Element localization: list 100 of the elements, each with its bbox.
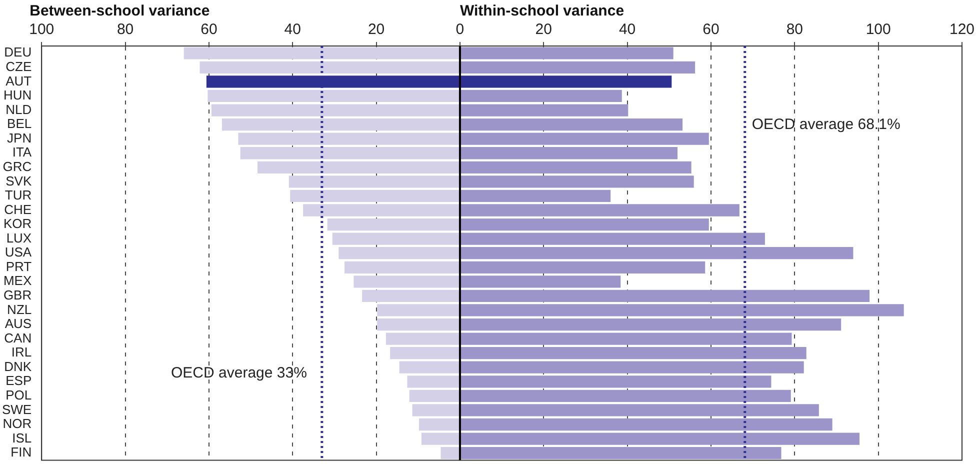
- y-tick-label: AUT: [6, 73, 32, 88]
- x-tick-label: 80: [116, 21, 134, 38]
- x-tick-label: 40: [618, 21, 636, 38]
- bar: [412, 404, 460, 416]
- bar: [200, 61, 460, 74]
- bar: [460, 47, 674, 60]
- bar: [460, 418, 832, 431]
- y-tick-label: HUN: [3, 88, 32, 103]
- bar: [211, 104, 460, 116]
- bar: [460, 147, 678, 160]
- bar: [460, 232, 765, 245]
- bar: [238, 132, 460, 145]
- ref-line-label: OECD average 33%: [171, 364, 307, 382]
- bar: [407, 376, 460, 388]
- y-tick-label: POL: [6, 388, 32, 403]
- bar: [460, 432, 860, 445]
- x-tick-label: 60: [702, 21, 720, 38]
- bar: [332, 232, 460, 245]
- y-tick-label: BEL: [7, 116, 32, 132]
- x-tick-label: 20: [368, 21, 385, 38]
- y-tick-label: TUR: [4, 188, 32, 203]
- x-tick-label: 120: [949, 21, 975, 38]
- bar: [460, 76, 672, 88]
- bar: [184, 47, 460, 60]
- x-tick-label: 80: [786, 21, 803, 38]
- bar: [409, 390, 460, 402]
- x-tick-label: 100: [29, 21, 54, 38]
- bar: [399, 361, 460, 374]
- y-tick-label: DNK: [4, 358, 32, 374]
- bar: [460, 161, 692, 174]
- bar: [460, 61, 696, 74]
- bar: [460, 332, 792, 345]
- y-tick-label: GRC: [2, 158, 32, 174]
- bar: [222, 118, 460, 131]
- y-tick-label: PRT: [6, 258, 32, 274]
- y-tick-label: NZL: [7, 302, 32, 317]
- y-tick-label: SWE: [2, 402, 32, 417]
- y-tick-label: LUX: [6, 230, 32, 246]
- bar: [460, 390, 791, 402]
- bar: [327, 218, 460, 231]
- y-tick-label: SVK: [6, 173, 32, 188]
- y-tick-label: MEX: [3, 273, 32, 288]
- bar: [421, 432, 460, 445]
- y-tick-label: ISL: [12, 430, 32, 446]
- y-tick-label: CHE: [4, 202, 32, 217]
- bar: [460, 176, 694, 188]
- x-tick-label: 60: [200, 21, 218, 38]
- bar: [290, 190, 460, 202]
- bar: [460, 132, 709, 145]
- y-tick-label: JPN: [7, 130, 32, 146]
- bar: [460, 404, 819, 416]
- bar: [362, 290, 460, 302]
- bar: [460, 204, 740, 216]
- bar: [460, 247, 854, 260]
- y-tick-label: AUS: [4, 316, 32, 332]
- bar: [460, 446, 782, 460]
- bar: [288, 176, 460, 188]
- bar: [460, 218, 709, 231]
- bar: [354, 276, 460, 288]
- series-label: Within-school variance: [460, 2, 624, 20]
- y-tick-label: KOR: [3, 216, 32, 232]
- x-tick-label: 0: [456, 21, 464, 38]
- y-tick-label: CAN: [4, 330, 32, 346]
- bar: [460, 318, 842, 331]
- bar: [257, 161, 460, 174]
- bar: [377, 304, 460, 316]
- ref-line-label: OECD average 68.1%: [752, 116, 900, 133]
- y-tick-label: NLD: [6, 102, 32, 117]
- bar: [460, 104, 628, 116]
- y-tick-label: USA: [4, 244, 32, 260]
- bar: [377, 318, 460, 331]
- y-tick-label: ESP: [6, 373, 32, 388]
- x-tick-label: 100: [866, 21, 891, 38]
- bar: [460, 118, 683, 131]
- bar: [460, 361, 804, 374]
- y-tick-label: FIN: [10, 444, 32, 460]
- y-tick-label: NOR: [2, 416, 32, 432]
- bar: [460, 376, 772, 388]
- x-tick-label: 40: [284, 21, 301, 38]
- bar: [460, 90, 622, 102]
- bar: [460, 261, 706, 274]
- bar: [460, 347, 806, 360]
- x-tick-label: 20: [535, 21, 552, 38]
- y-tick-label: IRL: [11, 344, 32, 360]
- bar: [390, 347, 460, 360]
- bar: [303, 204, 460, 216]
- y-tick-label: ITA: [12, 144, 32, 160]
- bar: [338, 247, 460, 260]
- bar: [460, 276, 621, 288]
- y-tick-label: GBR: [3, 288, 32, 303]
- y-tick-label: DEU: [4, 44, 32, 60]
- bar: [440, 446, 460, 460]
- series-label: Between-school variance: [30, 2, 210, 20]
- bar: [418, 418, 460, 431]
- bar: [344, 261, 460, 274]
- bar: [460, 304, 904, 316]
- y-tick-label: CZE: [6, 59, 32, 74]
- bar: [460, 290, 870, 302]
- bar: [460, 190, 611, 202]
- bar: [386, 332, 460, 345]
